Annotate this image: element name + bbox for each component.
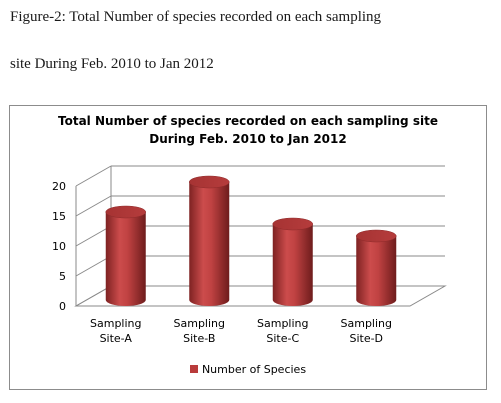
legend-swatch (189, 365, 198, 373)
x-category-label-2-line-2: Site-B (183, 332, 215, 345)
grid-connector-20 (75, 165, 112, 187)
y-tick-label-15: 15 (52, 210, 66, 223)
figure-caption-line-2: site During Feb. 2010 to Jan 2012 (10, 56, 214, 72)
legend-label: Number of Species (201, 363, 307, 376)
x-category-label-3-line-1: Sampling (257, 317, 309, 330)
label-layer: 0 5 10 15 20 Sampling Site-A Sampling Site-B Samp… (52, 180, 392, 345)
bar-body-2 (189, 182, 230, 306)
y-tick-label-10: 10 (52, 240, 66, 253)
bar-body-1 (105, 212, 146, 306)
bar-body-4 (356, 236, 397, 306)
chart-title-line-1: Total Number of species recorded on each… (58, 114, 438, 128)
grid-connector-10 (75, 225, 112, 247)
bar-layer (105, 175, 397, 306)
bar-top-4 (356, 229, 397, 243)
bar-1 (105, 205, 146, 306)
x-category-label-2-line-1: Sampling (174, 317, 226, 330)
x-category-label-1-line-1: Sampling (90, 317, 142, 330)
grid-connector-15 (75, 195, 112, 217)
chart-frame: Total Number of species recorded on each… (9, 105, 487, 390)
bar-3 (272, 217, 313, 306)
bar-2 (189, 175, 230, 306)
figure-caption-line-1: Figure-2: Total Number of species record… (10, 9, 382, 25)
cylinder-bar-chart: 0 5 10 15 20 Sampling Site-A Sampling Site-B Samp… (52, 165, 447, 345)
x-category-label-3-line-2: Site-C (266, 332, 299, 345)
x-category-label-4-line-2: Site-D (349, 332, 383, 345)
bar-top-2 (189, 175, 230, 189)
x-category-label-1-line-2: Site-A (100, 332, 133, 345)
y-tick-label-5: 5 (59, 270, 66, 283)
y-tick-label-0: 0 (59, 300, 66, 313)
bar-top-3 (272, 217, 313, 231)
bar-4 (356, 229, 397, 306)
x-category-label-4-line-1: Sampling (341, 317, 393, 330)
legend: Number of Species (10, 363, 486, 376)
chart-floor (74, 285, 447, 307)
grid-connector-5 (75, 255, 112, 277)
bar-body-3 (272, 224, 313, 306)
bar-top-1 (105, 205, 146, 219)
y-tick-label-20: 20 (52, 180, 66, 193)
chart-title-line-2: During Feb. 2010 to Jan 2012 (149, 132, 347, 146)
